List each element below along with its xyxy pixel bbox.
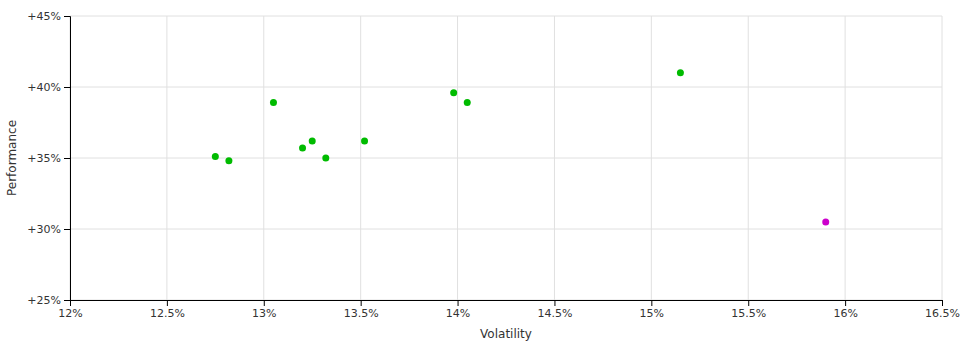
chart: 12% 12.5% 13% 13.5% 14% 14.5% 15% 15.5% 16% 16.5%… — [0, 0, 966, 350]
y-axis: +25% +30% +35% +40% +45% — [27, 10, 70, 307]
x-axis-title: Volatility — [480, 327, 532, 341]
y-tick-label: +40% — [27, 81, 61, 94]
y-grid-line — [70, 87, 942, 88]
point — [450, 89, 457, 96]
point — [270, 99, 277, 106]
x-axis-line — [71, 301, 943, 307]
x-tick-label: 16% — [833, 307, 857, 320]
x-tick-mark — [458, 300, 459, 306]
y-tick: +35% — [27, 152, 70, 165]
point — [361, 137, 368, 144]
x-tick-label: 14.5% — [537, 307, 572, 320]
y-tick-label: +45% — [27, 10, 61, 23]
grid — [70, 16, 942, 300]
x-tick-mark — [361, 300, 362, 306]
y-tick-mark — [64, 229, 70, 230]
x-tick-mark — [845, 300, 846, 306]
y-tick: +30% — [27, 223, 70, 236]
x-tick-mark — [264, 300, 265, 306]
x-tick-label: 12.5% — [150, 307, 185, 320]
y-axis-title: Performance — [5, 120, 19, 196]
y-tick-label: +35% — [27, 152, 61, 165]
y-axis-line — [64, 17, 71, 301]
x-tick-label: 16.5% — [925, 307, 960, 320]
x-axis: 12% 12.5% 13% 13.5% 14% 14.5% 15% 15.5% 16% 16.5% — [58, 300, 960, 320]
x-tick-mark — [748, 300, 749, 306]
x-tick: 14% — [446, 300, 470, 320]
point — [464, 99, 471, 106]
y-tick: +45% — [27, 10, 70, 23]
point — [299, 145, 306, 152]
x-tick-label: 12% — [58, 307, 82, 320]
y-tick-label: +25% — [27, 294, 61, 307]
y-tick: +25% — [27, 294, 70, 307]
x-tick-label: 15% — [640, 307, 664, 320]
y-tick-label: +30% — [27, 223, 61, 236]
x-tick-label: 13.5% — [344, 307, 379, 320]
point — [212, 153, 219, 160]
point — [225, 157, 232, 164]
x-tick-mark — [651, 300, 652, 306]
series — [212, 69, 684, 164]
y-tick-mark — [64, 300, 70, 301]
y-grid-line — [70, 16, 942, 17]
x-tick-label: 14% — [446, 307, 470, 320]
x-tick: 16% — [833, 300, 857, 320]
x-tick-mark — [942, 300, 943, 306]
plot-area — [212, 69, 829, 225]
x-tick: 12% — [58, 300, 82, 320]
point — [322, 155, 329, 162]
point — [822, 218, 829, 225]
x-tick: 15.5% — [731, 300, 766, 320]
y-tick-mark — [64, 16, 70, 17]
x-tick: 12.5% — [150, 300, 185, 320]
y-tick-mark — [64, 158, 70, 159]
series — [822, 218, 829, 225]
x-tick-label: 13% — [252, 307, 276, 320]
x-tick: 16.5% — [925, 300, 960, 320]
y-grid-line — [70, 158, 942, 159]
x-tick: 13.5% — [344, 300, 379, 320]
y-tick: +40% — [27, 81, 70, 94]
point — [309, 137, 316, 144]
x-tick-mark — [554, 300, 555, 306]
x-tick: 14.5% — [537, 300, 572, 320]
x-tick-mark — [167, 300, 168, 306]
point — [677, 69, 684, 76]
y-tick-mark — [64, 87, 70, 88]
x-tick: 13% — [252, 300, 276, 320]
x-tick-label: 15.5% — [731, 307, 766, 320]
x-tick: 15% — [640, 300, 664, 320]
y-grid-line — [70, 229, 942, 230]
